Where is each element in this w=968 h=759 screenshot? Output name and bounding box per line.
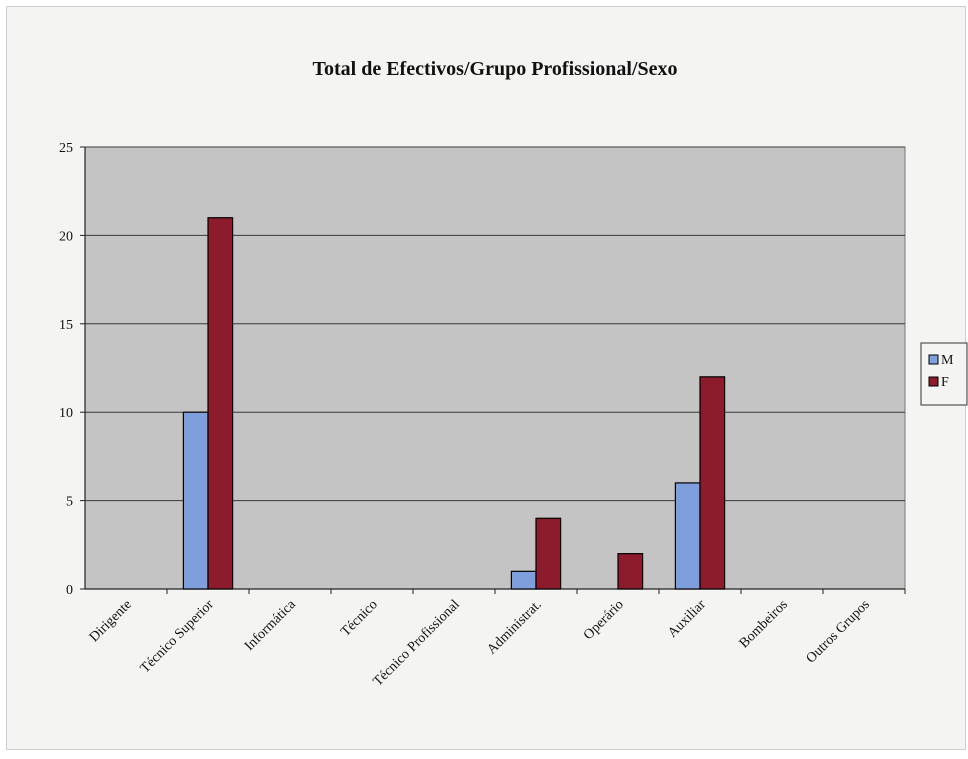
y-tick-label: 20 bbox=[59, 229, 73, 244]
x-category-label: Auxiliar bbox=[665, 597, 709, 641]
bar-f-7 bbox=[699, 376, 726, 590]
bars bbox=[182, 217, 726, 590]
legend-label-f: F bbox=[941, 375, 949, 390]
legend-swatch-m bbox=[928, 354, 939, 365]
chart-title: Total de Efectivos/Grupo Profissional/Se… bbox=[312, 58, 677, 80]
bar-m-7 bbox=[674, 482, 701, 590]
x-category-label: Técnico Superior bbox=[138, 597, 217, 676]
y-tick-label: 10 bbox=[59, 406, 73, 421]
y-tick-label: 0 bbox=[66, 583, 73, 598]
bar-f-1 bbox=[207, 217, 234, 590]
x-category-label: Administrat. bbox=[484, 597, 544, 657]
chart-area: Total de Efectivos/Grupo Profissional/Se… bbox=[6, 6, 968, 750]
bar-f-6 bbox=[617, 553, 644, 590]
y-axis-ticks: 0 5 10 15 20 25 bbox=[59, 141, 85, 598]
x-axis-categories: Dirigente Técnico Superior Informática Técn… bbox=[87, 589, 906, 689]
bar-chart: Total de Efectivos/Grupo Profissional/Se… bbox=[59, 58, 968, 689]
legend-label-m: M bbox=[941, 353, 954, 368]
x-category-label: Outros Grupos bbox=[804, 597, 873, 666]
x-category-label: Técnico bbox=[338, 597, 380, 639]
x-category-label: Informática bbox=[242, 597, 299, 654]
x-category-label: Operário bbox=[581, 597, 627, 643]
bar-m-1 bbox=[182, 411, 209, 590]
y-tick-label: 15 bbox=[59, 318, 73, 333]
bar-f-5 bbox=[535, 517, 562, 590]
y-tick-label: 5 bbox=[66, 495, 73, 510]
legend: MF bbox=[920, 342, 968, 406]
legend-swatch-f bbox=[928, 376, 939, 387]
y-tick-label: 25 bbox=[59, 141, 73, 156]
x-category-label: Dirigente bbox=[87, 597, 135, 645]
legend-box bbox=[920, 342, 968, 406]
x-category-label: Bombeiros bbox=[737, 597, 791, 651]
bar-m-5 bbox=[510, 570, 537, 590]
x-category-label: Técnico Profissional bbox=[371, 597, 463, 689]
